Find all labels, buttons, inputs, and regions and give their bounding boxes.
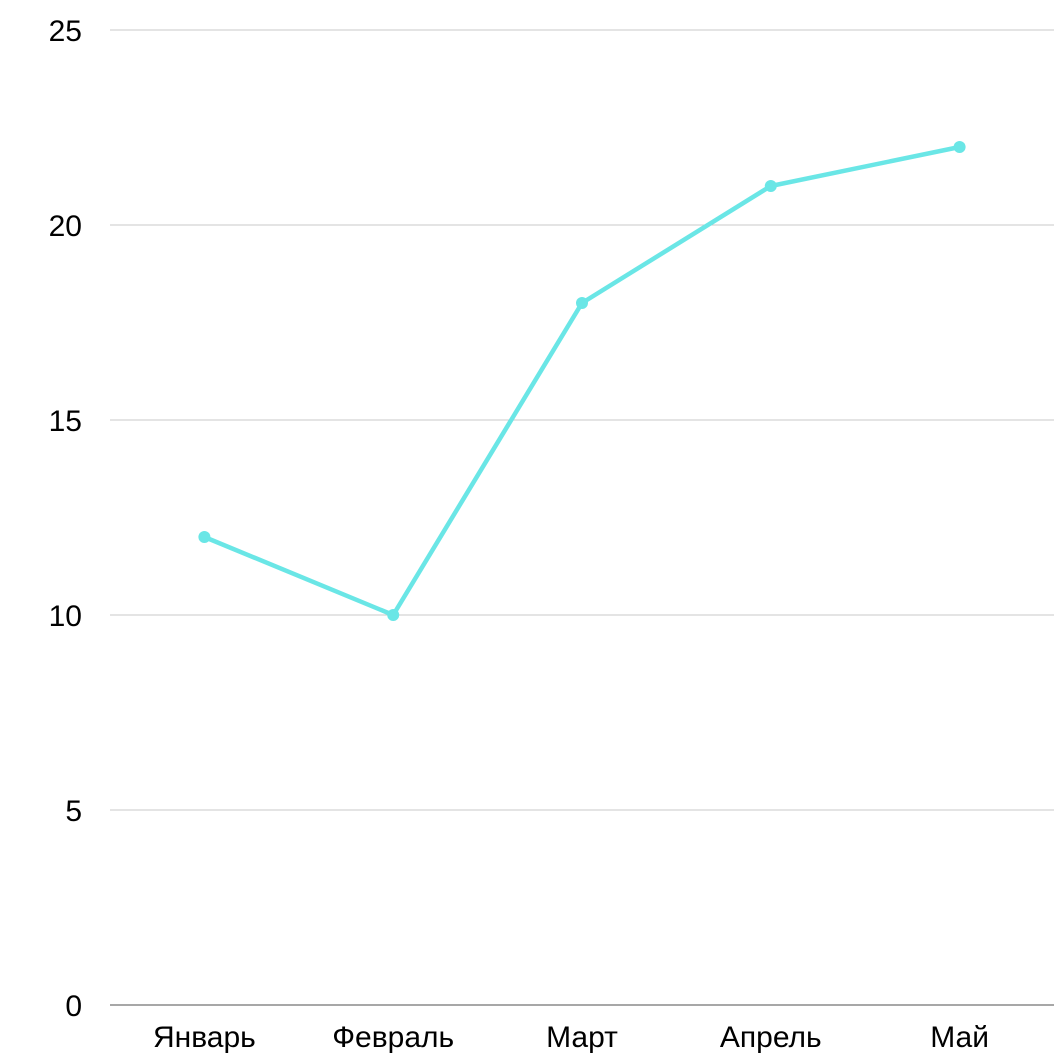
y-tick-label: 15: [49, 405, 82, 438]
gridlines: [110, 29, 1054, 1006]
data-point: [387, 609, 400, 621]
x-tick-label: Март: [546, 1021, 618, 1054]
x-tick-label: Январь: [153, 1021, 256, 1054]
y-tick-label: 0: [65, 990, 82, 1023]
y-axis-tick-labels: 0 5 10 15 20 25: [49, 15, 82, 1023]
x-tick-label: Май: [930, 1021, 989, 1054]
y-tick-label: 5: [65, 795, 82, 828]
y-tick-label: 20: [49, 210, 82, 243]
series-layer: [198, 141, 966, 621]
y-tick-label: 25: [49, 15, 82, 48]
data-point: [764, 180, 777, 192]
x-tick-label: Апрель: [720, 1021, 822, 1054]
series-line: [202, 144, 962, 618]
data-point: [953, 141, 966, 153]
data-point: [576, 297, 588, 309]
data-point: [198, 531, 211, 543]
x-tick-label: Февраль: [332, 1021, 454, 1054]
x-axis-tick-labels: Январь Февраль Март Апрель Май: [153, 1021, 989, 1054]
y-tick-label: 10: [49, 600, 82, 633]
